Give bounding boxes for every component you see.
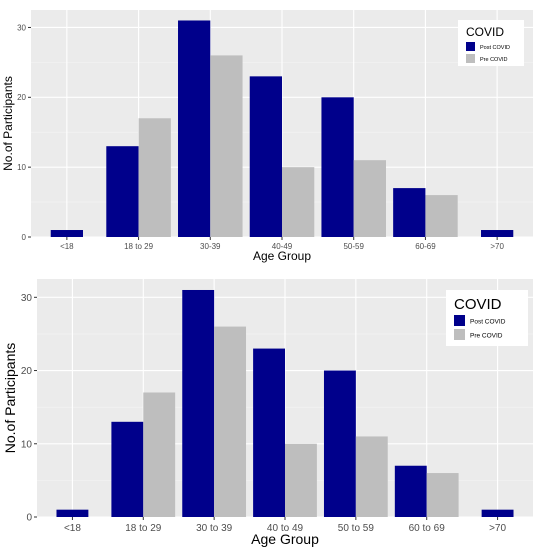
legend-label-post-covid: Post COVID xyxy=(480,45,510,51)
bar-pre-covid-2 xyxy=(210,55,243,238)
legend-label-pre-covid: Pre COVID xyxy=(470,332,503,339)
x-tick-label: 30-39 xyxy=(200,242,221,251)
y-tick-label: 20 xyxy=(21,366,33,377)
bar-post-covid-5 xyxy=(394,465,427,517)
x-tick-label: >70 xyxy=(489,523,506,534)
legend-title: COVID xyxy=(466,25,504,39)
bar-pre-covid-3 xyxy=(282,167,315,237)
x-tick-label: 18 to 29 xyxy=(124,242,153,251)
legend-label-post-covid: Post COVID xyxy=(470,318,506,325)
bar-pre-covid-1 xyxy=(138,118,171,237)
bar-pre-covid-5 xyxy=(426,473,459,517)
y-axis-title: No.of Participants xyxy=(2,343,18,454)
x-axis-title: Age Group xyxy=(251,531,319,547)
x-tick-label: 50 to 59 xyxy=(338,523,375,534)
y-tick-label: 10 xyxy=(21,439,33,450)
x-axis-title: Age Group xyxy=(253,249,311,263)
bar-pre-covid-4 xyxy=(355,436,388,517)
y-tick-label: 0 xyxy=(22,233,27,242)
chart-top: 0 10 20 30 <18 18 to 29 30-39 40-49 50-59 60-69 >7… xyxy=(1,10,533,263)
bar-post-covid-2 xyxy=(178,20,211,237)
bar-pre-covid-4 xyxy=(353,160,386,237)
y-tick-label: 10 xyxy=(17,163,26,172)
x-tick-label: >70 xyxy=(490,242,504,251)
x-tick-label: <18 xyxy=(60,242,74,251)
bar-post-covid-2 xyxy=(182,289,215,517)
x-tick-label: 40 to 49 xyxy=(267,523,304,534)
chart-bottom: 0 10 20 30 <18 18 to 29 30 to 39 40 to 49 50 to … xyxy=(2,279,533,547)
bar-post-covid-3 xyxy=(249,76,282,237)
y-tick-label: 30 xyxy=(17,23,26,32)
bar-post-covid-3 xyxy=(253,348,285,517)
y-tick-label: 20 xyxy=(17,93,26,102)
legend-title: COVID xyxy=(454,296,502,313)
bar-pre-covid-5 xyxy=(425,195,458,237)
x-tick-label: 40-49 xyxy=(272,242,293,251)
bar-post-covid-0 xyxy=(50,230,83,237)
bar-pre-covid-2 xyxy=(214,326,247,517)
y-axis-title: No.of Participants xyxy=(1,76,15,171)
bar-post-covid-6 xyxy=(481,230,514,237)
legend-key-post-covid xyxy=(454,315,465,326)
bar-post-covid-6 xyxy=(481,509,514,517)
bar-post-covid-0 xyxy=(56,509,89,517)
legend-key-post-covid xyxy=(466,42,475,51)
y-tick-label: 30 xyxy=(21,293,33,304)
bar-post-covid-4 xyxy=(323,370,356,517)
x-tick-label: 18 to 29 xyxy=(125,523,162,534)
bar-pre-covid-1 xyxy=(143,392,176,517)
x-tick-label: 50-59 xyxy=(343,242,364,251)
bar-post-covid-1 xyxy=(111,421,144,517)
x-tick-label: 30 to 39 xyxy=(196,523,233,534)
x-tick-label: <18 xyxy=(64,523,81,534)
bar-post-covid-4 xyxy=(321,97,354,237)
x-tick-label: 60-69 xyxy=(415,242,436,251)
legend-key-pre-covid xyxy=(454,329,465,340)
bar-pre-covid-3 xyxy=(285,443,317,517)
y-tick-label: 0 xyxy=(26,513,32,524)
bar-post-covid-5 xyxy=(393,188,426,237)
legend-key-pre-covid xyxy=(466,54,475,63)
bar-post-covid-1 xyxy=(106,146,139,237)
x-tick-label: 60 to 69 xyxy=(409,523,446,534)
legend-label-pre-covid: Pre COVID xyxy=(480,57,508,63)
